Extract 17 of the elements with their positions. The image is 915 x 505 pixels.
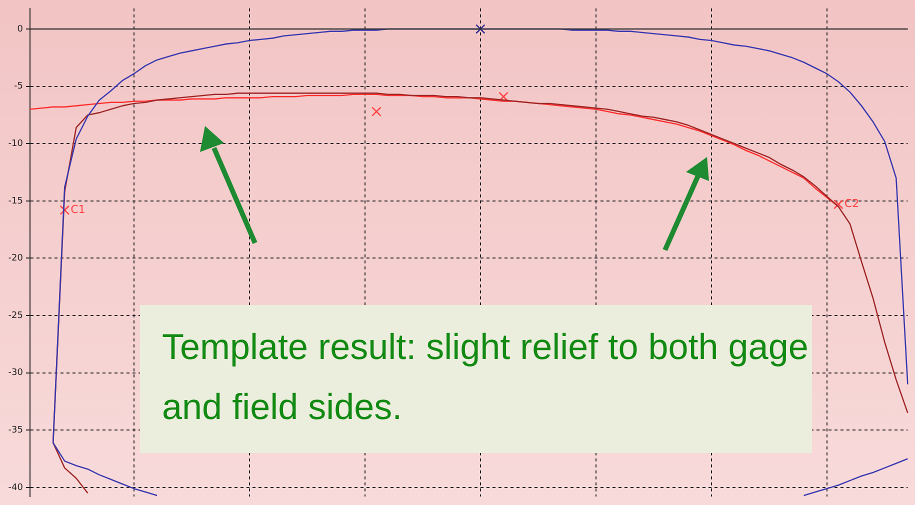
y-tick-label: -35 bbox=[8, 425, 23, 436]
y-tick-label: -20 bbox=[8, 254, 24, 264]
point bbox=[476, 24, 486, 34]
annotation: Template result: slight relief to both gage and field sides. bbox=[140, 305, 812, 453]
y-tick-label: -15 bbox=[8, 196, 23, 206]
y-tick-label: -10 bbox=[8, 138, 24, 149]
y-tick-label: -40 bbox=[8, 482, 24, 493]
point bbox=[834, 199, 844, 210]
point bbox=[372, 106, 382, 116]
point bbox=[498, 92, 508, 102]
y-tick-label: -30 bbox=[8, 368, 24, 378]
y-tick-label: -25 bbox=[8, 310, 23, 321]
point bbox=[60, 205, 70, 215]
data-label: C1 bbox=[70, 202, 86, 216]
data-label: C2 bbox=[844, 197, 860, 210]
y-tick-label: 0 bbox=[17, 24, 24, 34]
y-tick-label: -5 bbox=[14, 82, 23, 92]
